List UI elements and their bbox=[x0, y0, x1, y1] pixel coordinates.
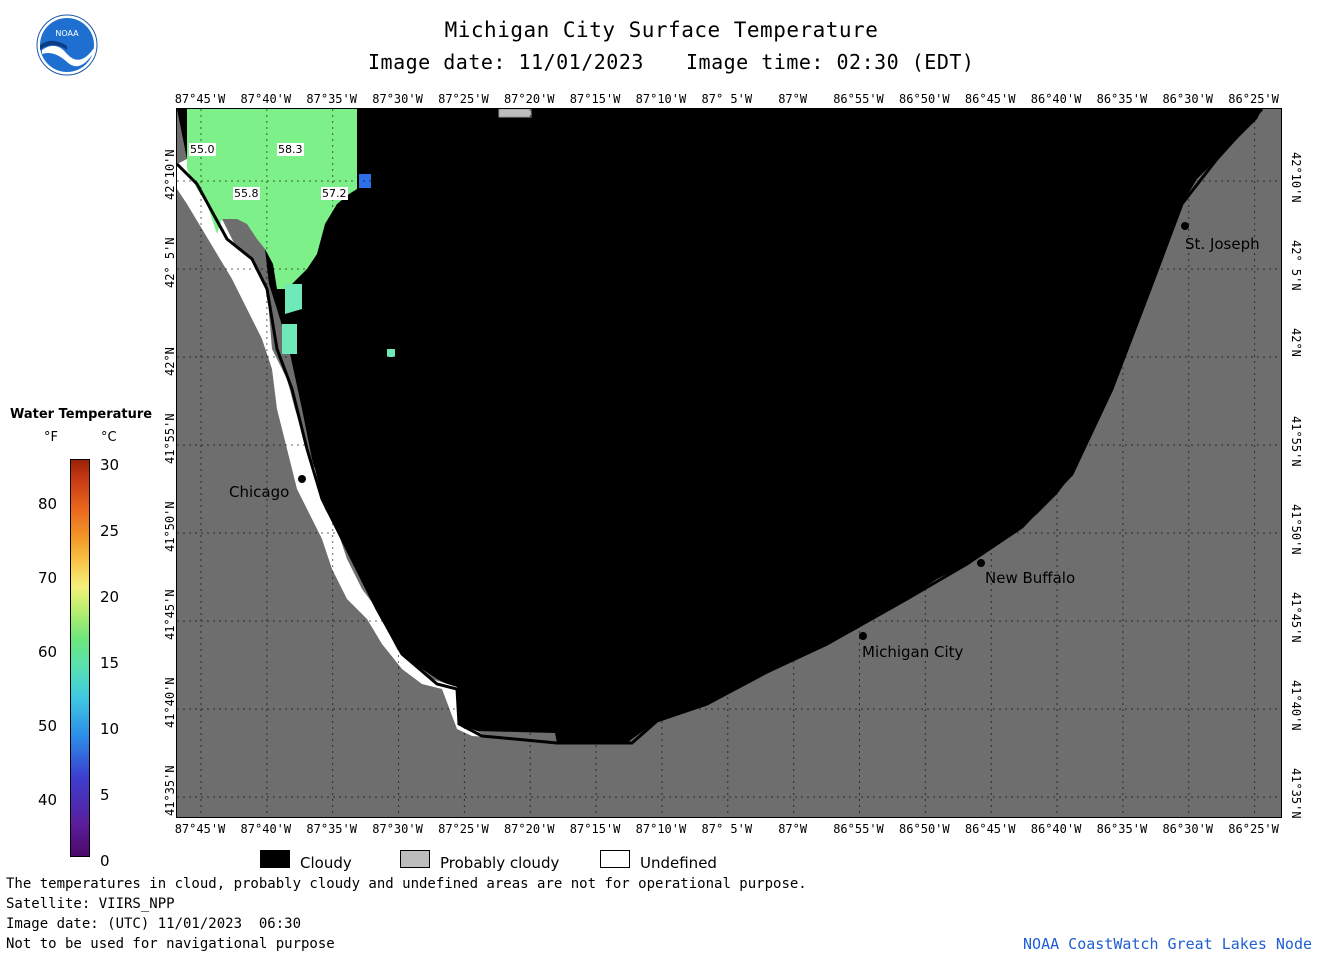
longitude-label: 86°40'W bbox=[1030, 92, 1082, 106]
longitude-label: 87°30'W bbox=[372, 822, 423, 836]
fahrenheit-tick: 80 bbox=[38, 495, 58, 513]
latitude-label: 42°N bbox=[1289, 328, 1303, 357]
fahrenheit-tick: 50 bbox=[38, 717, 58, 735]
city-label-michigan-city: Michigan City bbox=[862, 643, 964, 661]
svg-text:NOAA: NOAA bbox=[55, 29, 79, 38]
city-marker bbox=[298, 475, 306, 483]
temp-label: 58.3 bbox=[277, 143, 304, 156]
latitude-label: 41°40'N bbox=[1289, 680, 1303, 731]
latitude-label: 42° 5'N bbox=[163, 237, 177, 288]
latitude-label: 41°45'N bbox=[1289, 592, 1303, 643]
celsius-tick: 25 bbox=[100, 522, 120, 540]
latitude-label: 41°55'N bbox=[163, 413, 177, 464]
longitude-label: 86°55'W bbox=[833, 822, 884, 836]
longitude-label: 86°55'W bbox=[833, 92, 884, 106]
celsius-tick: 15 bbox=[100, 654, 120, 672]
temperature-colorbar bbox=[70, 459, 90, 857]
longitude-label: 87°15'W bbox=[569, 92, 621, 106]
unit-f: °F bbox=[44, 430, 58, 445]
city-marker bbox=[859, 632, 867, 640]
footer-credit: NOAA CoastWatch Great Lakes Node bbox=[1023, 935, 1312, 953]
legend-swatch-probably-cloudy bbox=[400, 850, 430, 868]
longitude-label: 87° 5'W bbox=[701, 92, 753, 106]
noaa-logo: NOAA bbox=[36, 14, 98, 76]
unit-c: °C bbox=[101, 430, 117, 445]
city-marker bbox=[977, 559, 985, 567]
longitude-label: 86°45'W bbox=[964, 92, 1016, 106]
latitude-label: 42°N bbox=[163, 347, 177, 376]
page-title: Michigan City Surface Temperature bbox=[444, 18, 879, 42]
celsius-tick: 10 bbox=[100, 720, 120, 738]
city-label-st-joseph: St. Joseph bbox=[1185, 235, 1260, 253]
undefined-fringe bbox=[177, 159, 487, 737]
footer-disclaimer: The temperatures in cloud, probably clou… bbox=[6, 876, 807, 892]
latitude-label: 41°50'N bbox=[163, 501, 177, 552]
footer-navigation-warning: Not to be used for navigational purpose bbox=[6, 936, 335, 952]
latitude-label: 42°10'N bbox=[163, 149, 177, 200]
longitude-label: 87°35'W bbox=[306, 822, 357, 836]
longitude-label: 87°W bbox=[778, 822, 808, 836]
footer-image-date: Image date: (UTC) 11/01/2023 06:30 bbox=[6, 916, 302, 932]
longitude-label: 86°35'W bbox=[1096, 92, 1148, 106]
longitude-label: 86°45'W bbox=[964, 822, 1016, 836]
celsius-tick: 20 bbox=[100, 588, 120, 606]
longitude-label: 86°50'W bbox=[899, 822, 950, 836]
latitude-label: 42°10'N bbox=[1289, 152, 1303, 203]
longitude-label: 87° 5'W bbox=[701, 822, 753, 836]
lake-cloud-area bbox=[177, 109, 1262, 743]
longitude-label: 87°20'W bbox=[503, 822, 555, 836]
celsius-tick: 0 bbox=[100, 852, 110, 870]
longitude-label: 87°40'W bbox=[240, 822, 292, 836]
longitude-label: 87°45'W bbox=[174, 92, 226, 106]
latitude-label: 41°35'N bbox=[1289, 768, 1303, 819]
latitude-label: 41°40'N bbox=[163, 677, 177, 728]
latitude-label: 42° 5'N bbox=[1289, 240, 1303, 291]
longitude-label: 87°35'W bbox=[306, 92, 357, 106]
footer-satellite: Satellite: VIIRS_NPP bbox=[6, 896, 175, 912]
map-frame: 55.0 58.3 55.8 57.2 St. Joseph Chicago N… bbox=[176, 108, 1282, 818]
longitude-label: 86°50'W bbox=[899, 92, 950, 106]
longitude-label: 87°40'W bbox=[240, 92, 292, 106]
latitude-label: 41°55'N bbox=[1289, 416, 1303, 467]
longitude-label: 87°25'W bbox=[438, 822, 489, 836]
longitude-label: 86°25'W bbox=[1228, 92, 1279, 106]
legend-title: Water Temperature bbox=[10, 407, 153, 422]
longitude-label: 86°40'W bbox=[1030, 822, 1082, 836]
longitude-label: 86°25'W bbox=[1228, 822, 1279, 836]
image-date: Image date: 11/01/2023 bbox=[368, 50, 644, 74]
city-label-new-buffalo: New Buffalo bbox=[985, 569, 1076, 587]
legend-label-probably-cloudy: Probably cloudy bbox=[440, 854, 560, 872]
longitude-label: 87°15'W bbox=[569, 822, 621, 836]
legend-label-cloudy: Cloudy bbox=[300, 854, 352, 872]
water-temperature-area bbox=[187, 109, 357, 289]
fahrenheit-tick: 60 bbox=[38, 643, 58, 661]
city-label-chicago: Chicago bbox=[229, 483, 290, 501]
legend-swatch-undefined bbox=[600, 850, 630, 868]
longitude-label: 87°30'W bbox=[372, 92, 423, 106]
latitude-label: 41°45'N bbox=[163, 589, 177, 640]
longitude-label: 87°25'W bbox=[438, 92, 489, 106]
temp-label: 55.8 bbox=[233, 187, 260, 200]
longitude-label: 86°35'W bbox=[1096, 822, 1148, 836]
celsius-tick: 30 bbox=[100, 456, 120, 474]
latitude-label: 41°35'N bbox=[163, 765, 177, 816]
latitude-label: 41°50'N bbox=[1289, 504, 1303, 555]
city-marker bbox=[1181, 222, 1189, 230]
longitude-label: 87°W bbox=[778, 92, 808, 106]
fahrenheit-tick: 70 bbox=[38, 569, 58, 587]
temp-label: 55.0 bbox=[189, 143, 216, 156]
longitude-label: 86°30'W bbox=[1162, 822, 1214, 836]
map-canvas bbox=[177, 109, 1281, 817]
longitude-label: 86°30'W bbox=[1162, 92, 1214, 106]
longitude-label: 87°10'W bbox=[635, 822, 687, 836]
celsius-tick: 5 bbox=[100, 786, 110, 804]
image-time: Image time: 02:30 (EDT) bbox=[686, 50, 975, 74]
fahrenheit-tick: 40 bbox=[38, 791, 58, 809]
legend-swatch-cloudy bbox=[260, 850, 290, 868]
longitude-label: 87°10'W bbox=[635, 92, 687, 106]
legend-label-undefined: Undefined bbox=[640, 854, 717, 872]
longitude-label: 87°20'W bbox=[503, 92, 555, 106]
longitude-label: 87°45'W bbox=[174, 822, 226, 836]
temp-label: 57.2 bbox=[321, 187, 348, 200]
